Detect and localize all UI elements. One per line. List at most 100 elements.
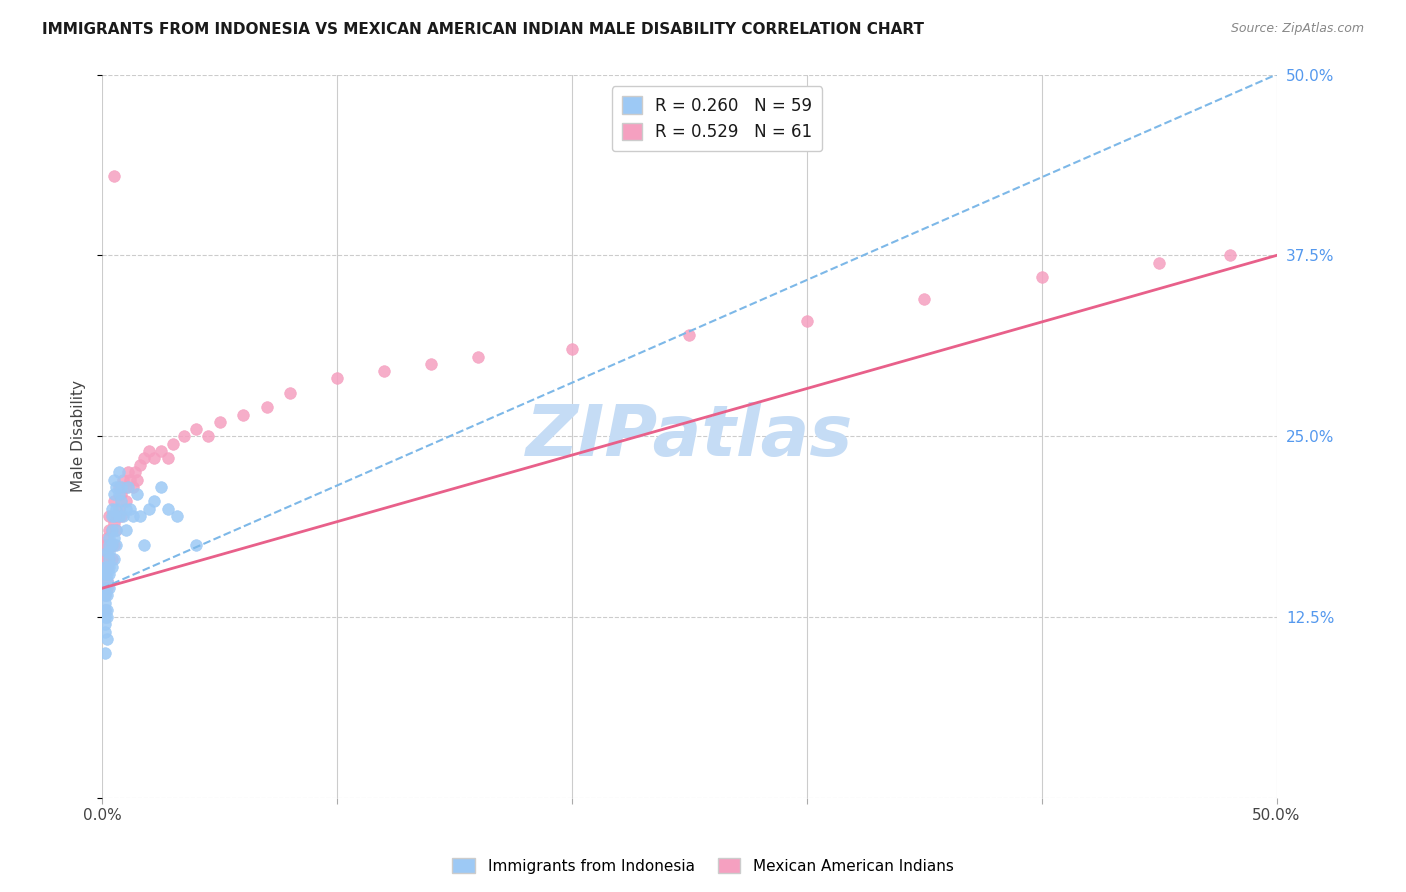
Point — [112, 508, 135, 523]
Point — [100, 552, 122, 566]
Point — [96, 545, 118, 559]
Point — [93, 566, 115, 581]
Point — [100, 508, 122, 523]
Point — [93, 603, 115, 617]
Point — [93, 559, 115, 574]
Point — [96, 545, 118, 559]
Point — [100, 524, 122, 538]
Point — [110, 487, 132, 501]
Point — [117, 480, 139, 494]
Point — [134, 538, 156, 552]
Point — [420, 357, 443, 371]
Point — [912, 292, 935, 306]
Point — [162, 436, 184, 450]
Point — [232, 408, 254, 422]
Point — [110, 508, 132, 523]
Point — [103, 169, 125, 183]
Point — [128, 458, 150, 473]
Point — [127, 487, 149, 501]
Point — [96, 574, 118, 588]
Point — [103, 508, 125, 523]
Point — [98, 566, 121, 581]
Point — [96, 581, 118, 595]
Point — [93, 624, 115, 639]
Point — [105, 524, 128, 538]
Point — [121, 480, 143, 494]
Text: IMMIGRANTS FROM INDONESIA VS MEXICAN AMERICAN INDIAN MALE DISABILITY CORRELATION: IMMIGRANTS FROM INDONESIA VS MEXICAN AME… — [42, 22, 924, 37]
Point — [93, 617, 115, 632]
Text: ZIPatlas: ZIPatlas — [526, 401, 853, 471]
Point — [98, 531, 121, 545]
Point — [678, 328, 700, 343]
Y-axis label: Male Disability: Male Disability — [72, 380, 86, 492]
Point — [373, 364, 395, 378]
Legend: Immigrants from Indonesia, Mexican American Indians: Immigrants from Indonesia, Mexican Ameri… — [446, 852, 960, 880]
Point — [98, 508, 121, 523]
Point — [208, 415, 231, 429]
Point — [96, 574, 118, 588]
Point — [96, 632, 118, 646]
Legend: R = 0.260   N = 59, R = 0.529   N = 61: R = 0.260 N = 59, R = 0.529 N = 61 — [612, 87, 823, 151]
Text: Source: ZipAtlas.com: Source: ZipAtlas.com — [1230, 22, 1364, 36]
Point — [100, 538, 122, 552]
Point — [107, 487, 129, 501]
Point — [1219, 248, 1241, 262]
Point — [93, 581, 115, 595]
Point — [186, 538, 208, 552]
Point — [100, 538, 122, 552]
Point — [326, 371, 349, 385]
Point — [93, 603, 115, 617]
Point — [105, 538, 128, 552]
Point — [105, 508, 128, 523]
Point — [107, 508, 129, 523]
Point — [124, 466, 146, 480]
Point — [96, 531, 118, 545]
Point — [112, 473, 135, 487]
Point — [98, 538, 121, 552]
Point — [186, 422, 208, 436]
Point — [96, 559, 118, 574]
Point — [197, 429, 219, 443]
Point — [96, 559, 118, 574]
Point — [103, 552, 125, 566]
Point — [105, 524, 128, 538]
Point — [98, 524, 121, 538]
Point — [467, 350, 489, 364]
Point — [93, 538, 115, 552]
Point — [173, 429, 195, 443]
Point — [1147, 255, 1170, 269]
Point — [100, 524, 122, 538]
Point — [120, 473, 142, 487]
Point — [796, 313, 818, 327]
Point — [1031, 270, 1053, 285]
Point — [107, 480, 129, 494]
Point — [100, 501, 122, 516]
Point — [256, 401, 278, 415]
Point — [114, 501, 136, 516]
Point — [105, 501, 128, 516]
Point — [96, 566, 118, 581]
Point — [114, 494, 136, 508]
Point — [120, 501, 142, 516]
Point — [93, 646, 115, 660]
Point — [93, 596, 115, 610]
Point — [156, 501, 179, 516]
Point — [98, 552, 121, 566]
Point — [166, 508, 188, 523]
Point — [105, 480, 128, 494]
Point — [100, 559, 122, 574]
Point — [96, 603, 118, 617]
Point — [93, 581, 115, 595]
Point — [93, 552, 115, 566]
Point — [103, 531, 125, 545]
Point — [127, 473, 149, 487]
Point — [103, 487, 125, 501]
Point — [561, 343, 583, 357]
Point — [142, 450, 165, 465]
Point — [98, 552, 121, 566]
Point — [142, 494, 165, 508]
Point — [114, 524, 136, 538]
Point — [149, 480, 172, 494]
Point — [98, 581, 121, 595]
Point — [103, 516, 125, 530]
